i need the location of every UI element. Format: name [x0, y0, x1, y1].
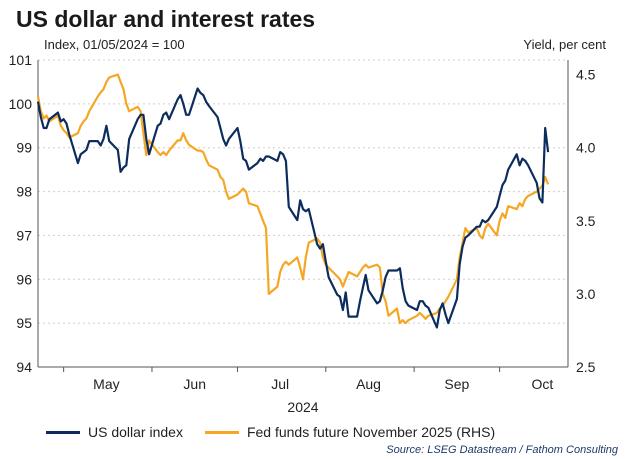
left-tick-label: 100	[9, 96, 33, 112]
series-lines	[36, 73, 550, 329]
right-tick-label: 4.5	[576, 67, 596, 83]
grid-lines	[38, 59, 568, 324]
x-tick-label: Jul	[271, 376, 289, 392]
left-tick-label: 97	[16, 227, 32, 243]
chart-title: US dollar and interest rates	[16, 6, 316, 32]
legend-item-dollar: US dollar index	[46, 424, 183, 440]
right-tick-label: 4.0	[576, 140, 596, 156]
x-tick-label: Sep	[444, 376, 469, 392]
left-tick-label: 96	[16, 271, 32, 287]
legend-swatch-dollar	[46, 430, 80, 434]
right-axis-unit-label: Yield, per cent	[523, 37, 606, 52]
left-tick-label: 98	[16, 184, 32, 200]
left-tick-label: 99	[16, 140, 32, 156]
line-chart: 94 95 96 97 98 99 100 101 2.5 3.0 3.5 4.0 4.5 May Jun J…	[9, 52, 596, 415]
left-tick-label: 101	[9, 52, 33, 68]
series-line-fed	[36, 73, 550, 325]
x-tick-label: Aug	[356, 376, 381, 392]
axes	[37, 60, 569, 372]
legend-item-fed: Fed funds future November 2025 (RHS)	[204, 424, 496, 440]
legend-label-dollar: US dollar index	[88, 424, 183, 440]
source-note: Source: LSEG Datastream / Fathom Consult…	[386, 444, 618, 456]
legend-swatch-fed	[204, 430, 239, 434]
legend-label-fed: Fed funds future November 2025 (RHS)	[246, 424, 496, 440]
right-tick-label: 2.5	[576, 359, 596, 375]
x-tick-label: Oct	[531, 376, 553, 392]
x-tick-label: Jun	[183, 376, 206, 392]
right-tick-label: 3.5	[576, 213, 596, 229]
left-tick-label: 94	[16, 359, 32, 375]
left-axis-unit-label: Index, 01/05/2024 = 100	[44, 37, 185, 52]
x-tick-label: May	[93, 376, 119, 392]
chart-legend: US dollar index Fed funds future Novembe…	[46, 424, 517, 440]
x-axis-label: 2024	[287, 399, 318, 415]
tick-labels: 94 95 96 97 98 99 100 101 2.5 3.0 3.5 4.0 4.5 May Jun J…	[9, 52, 596, 415]
right-tick-label: 3.0	[576, 286, 596, 302]
series-line-dollar	[36, 87, 550, 329]
left-tick-label: 95	[16, 315, 32, 331]
